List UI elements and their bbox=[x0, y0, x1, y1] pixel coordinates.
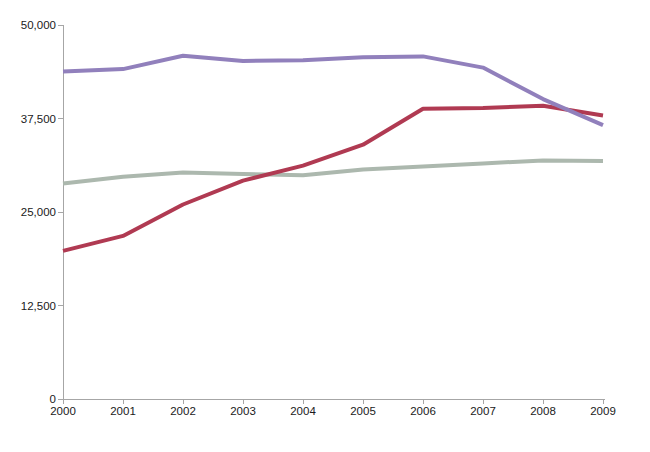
y-tick-label: 0 bbox=[50, 393, 56, 405]
x-tick-label: 2009 bbox=[590, 405, 616, 417]
line-chart: 0 12,500 25,000 37,500 50,000 2000 2001 2002 200… bbox=[0, 0, 650, 452]
x-tick-label: 2000 bbox=[50, 405, 76, 417]
x-tick-label: 2007 bbox=[470, 405, 496, 417]
x-tick-label: 2004 bbox=[290, 405, 316, 417]
purple-series-line bbox=[63, 56, 603, 126]
x-tick-label: 2005 bbox=[350, 405, 376, 417]
gray-green-series-line bbox=[63, 160, 603, 183]
x-tick-label: 2001 bbox=[110, 405, 136, 417]
y-tick-label: 37,500 bbox=[21, 113, 56, 125]
x-tick-label: 2008 bbox=[530, 405, 556, 417]
y-tick-label: 25,000 bbox=[21, 206, 56, 218]
y-tick-label: 12,500 bbox=[21, 300, 56, 312]
x-tick-label: 2006 bbox=[410, 405, 436, 417]
line-chart-container: 0 12,500 25,000 37,500 50,000 2000 2001 2002 200… bbox=[0, 0, 650, 452]
x-tick-label: 2002 bbox=[170, 405, 196, 417]
red-series-line bbox=[63, 106, 603, 251]
y-tick-label: 50,000 bbox=[21, 19, 56, 31]
x-tick-label: 2003 bbox=[230, 405, 256, 417]
